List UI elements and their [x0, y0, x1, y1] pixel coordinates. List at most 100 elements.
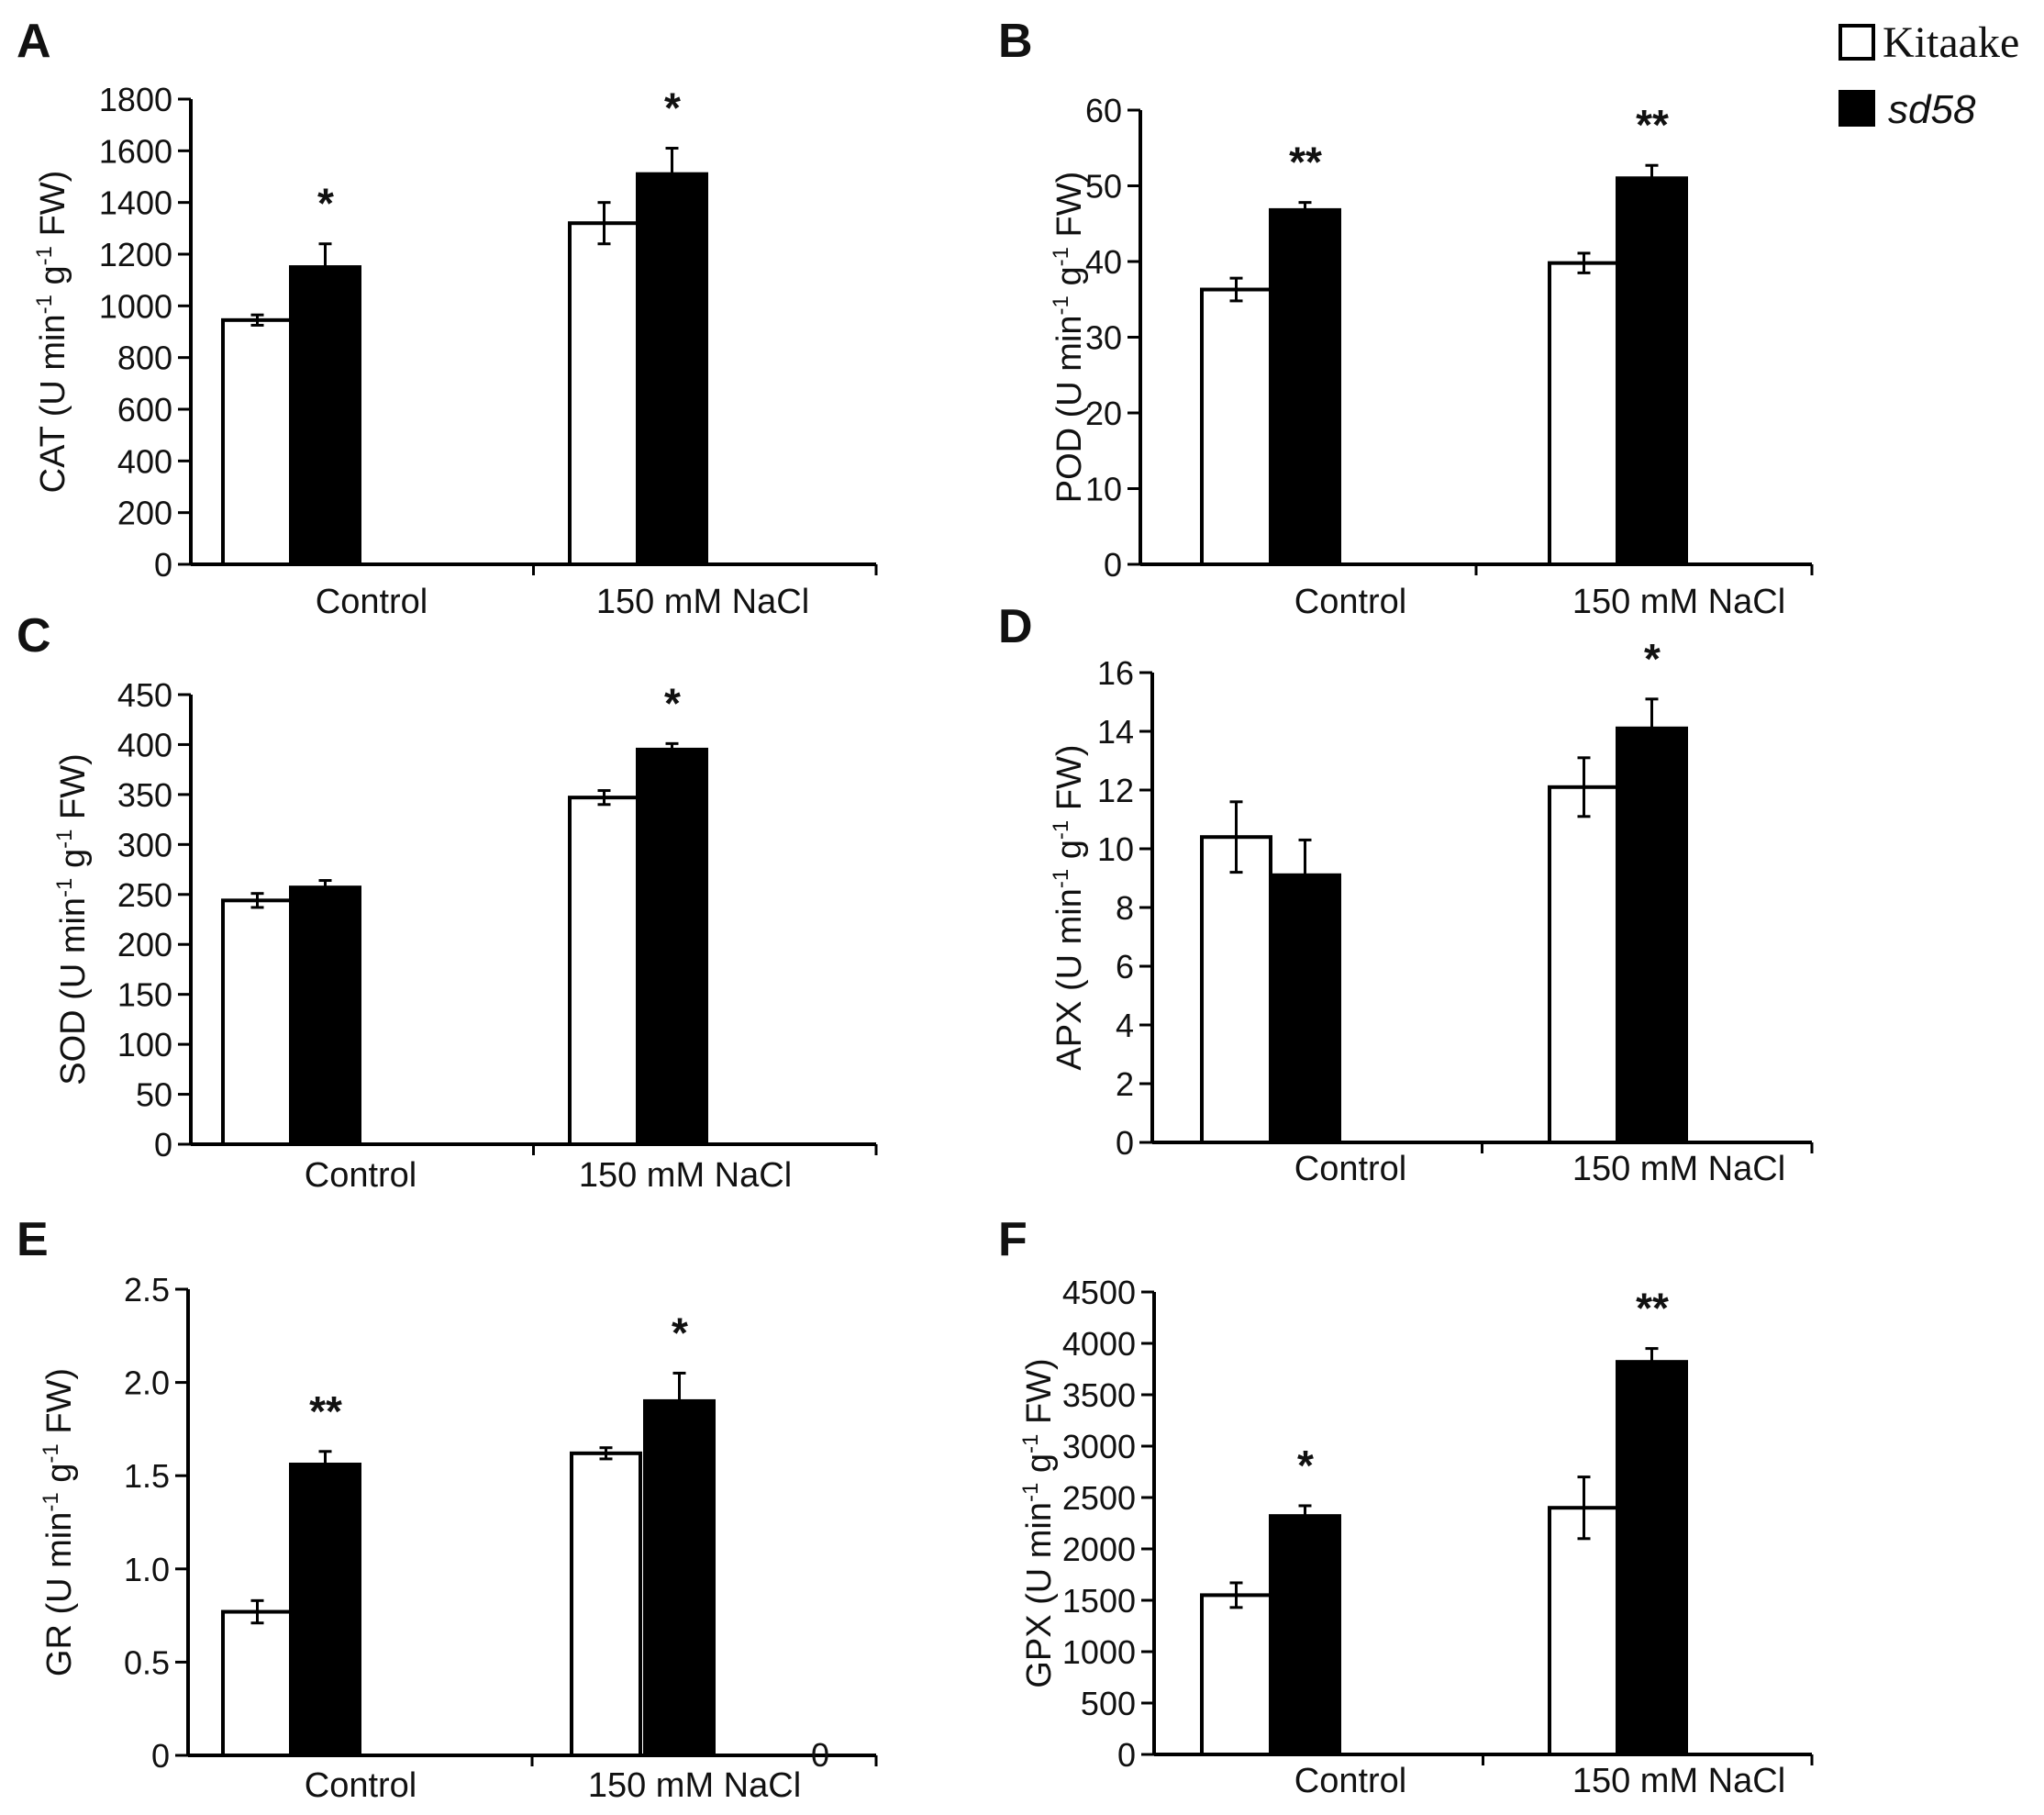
y-axis-label-superscript: -1 [39, 1443, 63, 1463]
y-tick-label-b-6: 60 [1085, 92, 1122, 129]
y-axis-label-part: GPX (U min [1020, 1502, 1059, 1688]
panel-letter-d: D [998, 600, 1033, 653]
category-label-d-0: Control [1294, 1150, 1407, 1188]
significance-b-0: ** [1289, 139, 1322, 186]
y-axis-label-part: g [54, 849, 93, 878]
y-axis-label-superscript: -1 [32, 246, 57, 265]
y-axis-label-part: FW) [1050, 744, 1089, 819]
y-axis-label-f: GPX (U min-1 g-1 FW) [1018, 1358, 1059, 1687]
category-label-f-0: Control [1294, 1762, 1407, 1800]
y-tick-label-b-3: 30 [1085, 319, 1122, 357]
y-tick-label-c-0: 0 [154, 1126, 172, 1164]
significance-e-0: ** [309, 1387, 342, 1435]
bar-c-kitaake-nacl [568, 796, 640, 1147]
bar-c-sd58-control [289, 885, 361, 1147]
y-tick-label-b-4: 40 [1085, 243, 1122, 281]
legend-swatch-kitaake [1838, 24, 1875, 61]
y-tick-label-d-3: 6 [1116, 948, 1134, 985]
bar-c-sd58-nacl [636, 747, 708, 1147]
y-tick-label-c-5: 250 [117, 876, 172, 914]
y-axis-label-part: APX (U min [1050, 888, 1089, 1070]
y-tick-label-a-4: 800 [117, 340, 172, 377]
y-axis-label-part: FW) [34, 171, 72, 246]
y-tick-label-f-3: 1500 [1062, 1582, 1136, 1620]
bar-d-kitaake-control [1200, 835, 1272, 1144]
y-tick-label-b-0: 0 [1104, 546, 1122, 584]
y-tick-label-d-7: 14 [1097, 713, 1134, 751]
y-tick-label-f-7: 3500 [1062, 1376, 1136, 1414]
y-tick-label-f-8: 4000 [1062, 1325, 1136, 1363]
y-axis-label-superscript: -1 [1049, 869, 1073, 888]
bar-a-kitaake-nacl [568, 221, 640, 566]
panel-letter-e: E [17, 1213, 49, 1266]
y-axis-label-part: FW) [1020, 1358, 1059, 1433]
bar-f-sd58-control [1269, 1514, 1341, 1757]
bar-f-kitaake-nacl [1548, 1506, 1620, 1756]
y-axis-label-superscript: -1 [52, 830, 77, 849]
y-axis-label-a: CAT (U min-1 g-1 FW) [32, 171, 72, 494]
category-label-a-1: 150 mM NaCl [596, 583, 809, 621]
panel-letter-f: F [998, 1213, 1028, 1266]
y-axis-label-part: g [40, 1464, 79, 1493]
bar-e-kitaake-control [221, 1609, 294, 1758]
y-tick-label-c-4: 200 [117, 926, 172, 963]
y-axis-label-superscript: -1 [1049, 295, 1073, 315]
significance-c-1: * [664, 679, 681, 727]
category-label-d-1: 150 mM NaCl [1572, 1150, 1785, 1188]
legend: Kitaake sd58 [1838, 18, 2019, 132]
significance-e-1: * [672, 1308, 688, 1356]
y-tick-label-b-5: 50 [1085, 168, 1122, 206]
panel-a: A 0 200 400 600 800 1000 1200 1400 1600 1800 CAT (U… [17, 15, 878, 621]
y-axis-label-superscript: -1 [1049, 820, 1073, 840]
y-tick-label-d-5: 10 [1097, 830, 1134, 868]
y-axis-label-part: FW) [1050, 172, 1089, 247]
bar-d-kitaake-nacl [1548, 785, 1620, 1144]
bar-a-sd58-control [289, 265, 361, 566]
y-tick-label-a-2: 400 [117, 442, 172, 480]
significance-f-1: ** [1636, 1285, 1669, 1332]
y-tick-label-f-4: 2000 [1062, 1531, 1136, 1568]
y-axis-label-d: APX (U min-1 g-1 FW) [1049, 744, 1089, 1070]
y-axis-label-e: GR (U min-1 g-1 FW) [39, 1368, 79, 1676]
category-label-f-1: 150 mM NaCl [1572, 1762, 1785, 1800]
y-tick-label-a-6: 1200 [99, 236, 172, 273]
y-axis-label-part: GR (U min [40, 1512, 79, 1676]
y-axis-label-superscript: -1 [39, 1492, 63, 1511]
y-axis-label-part: g [1050, 840, 1089, 869]
y-tick-label-c-1: 50 [136, 1076, 172, 1114]
y-tick-label-d-8: 16 [1097, 654, 1134, 692]
y-tick-label-c-2: 100 [117, 1026, 172, 1063]
y-axis-label-part: g [34, 265, 72, 295]
y-tick-label-f-6: 3000 [1062, 1428, 1136, 1465]
y-axis-label-superscript: -1 [32, 295, 57, 314]
y-axis-label-superscript: -1 [1018, 1483, 1043, 1502]
bar-a-sd58-nacl [636, 172, 708, 567]
bar-e-sd58-nacl [643, 1398, 716, 1758]
bar-b-kitaake-nacl [1548, 261, 1620, 566]
bar-d-sd58-nacl [1616, 726, 1688, 1144]
y-axis-label-part: FW) [40, 1368, 79, 1443]
bar-b-kitaake-control [1200, 287, 1272, 566]
significance-f-0: * [1297, 1442, 1314, 1489]
bar-a-kitaake-control [221, 317, 294, 566]
y-axis-label-part: CAT (U min [34, 314, 72, 493]
y-tick-label-f-0: 0 [1117, 1736, 1136, 1774]
y-tick-label-a-7: 1400 [99, 184, 172, 222]
bar-f-kitaake-control [1200, 1593, 1272, 1757]
y-tick-label-d-4: 8 [1116, 889, 1134, 927]
category-label-e-1: 150 mM NaCl [588, 1766, 801, 1805]
panel-letter-b: B [998, 15, 1033, 68]
y-tick-label-a-0: 0 [154, 546, 172, 584]
legend-label-sd58: sd58 [1888, 87, 1976, 132]
y-tick-label-c-7: 350 [117, 776, 172, 814]
bar-c-kitaake-control [221, 898, 294, 1146]
y-tick-label-f-2: 1000 [1062, 1633, 1136, 1671]
y-tick-label-d-2: 4 [1116, 1007, 1134, 1044]
y-tick-label-a-5: 1000 [99, 287, 172, 325]
y-tick-label-a-1: 200 [117, 495, 172, 532]
y-tick-label-d-6: 12 [1097, 772, 1134, 809]
bar-b-sd58-nacl [1616, 176, 1688, 566]
legend-swatch-sd58 [1838, 90, 1875, 127]
